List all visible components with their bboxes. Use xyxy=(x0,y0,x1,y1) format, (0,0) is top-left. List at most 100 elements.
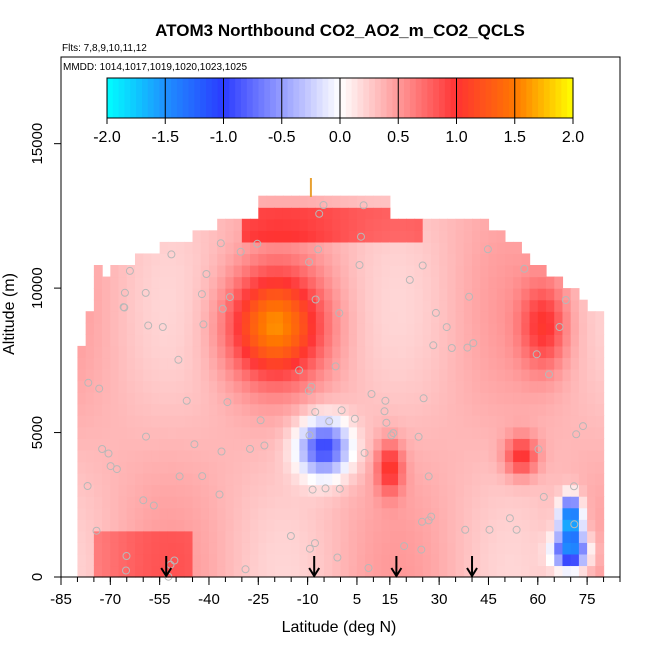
heatmap-cell xyxy=(430,276,440,289)
heatmap-cell xyxy=(110,380,120,393)
colorbar-swatch xyxy=(374,78,382,118)
heatmap-cell xyxy=(381,542,391,555)
x-tick-label: 75 xyxy=(579,591,596,608)
heatmap-cell xyxy=(176,357,185,370)
heatmap-cell xyxy=(258,496,268,509)
heatmap-cell xyxy=(134,519,144,532)
heatmap-cell xyxy=(208,553,218,567)
heatmap-cell xyxy=(373,276,383,289)
sample-point xyxy=(545,370,553,379)
heatmap-cell xyxy=(200,449,210,463)
heatmap-cell xyxy=(208,392,218,405)
heatmap-cell xyxy=(554,276,564,289)
heatmap-cell xyxy=(134,426,144,439)
heatmap-cell xyxy=(463,334,473,347)
heatmap-cell xyxy=(118,484,128,497)
heatmap-cell xyxy=(546,484,555,497)
heatmap-cell xyxy=(282,253,292,266)
heatmap-cell xyxy=(192,369,202,382)
heatmap-cell xyxy=(102,426,111,439)
heatmap-cell xyxy=(398,334,407,347)
heatmap-cell xyxy=(348,519,358,532)
heatmap-cell xyxy=(439,311,448,324)
heatmap-cell xyxy=(529,357,539,370)
heatmap-cell xyxy=(315,449,325,463)
heatmap-cell xyxy=(356,265,366,278)
heatmap-cell xyxy=(93,519,103,532)
heatmap-cell xyxy=(504,403,514,416)
heatmap-cell xyxy=(398,230,407,243)
heatmap-cell xyxy=(332,565,342,578)
sample-point xyxy=(122,566,130,575)
heatmap-cell xyxy=(340,473,350,486)
heatmap-cell xyxy=(208,496,218,509)
heatmap-cell xyxy=(299,461,309,474)
heatmap-cell xyxy=(266,484,276,497)
heatmap-cell xyxy=(324,207,333,220)
heatmap-cell xyxy=(389,530,399,543)
heatmap-cell xyxy=(373,207,383,220)
heatmap-cell xyxy=(480,380,490,393)
heatmap-cell xyxy=(258,265,268,278)
heatmap-cell xyxy=(208,507,218,520)
heatmap-cell xyxy=(85,392,95,405)
heatmap-cell xyxy=(324,253,333,266)
heatmap-cell xyxy=(447,218,457,231)
colorbar-swatch xyxy=(264,78,271,118)
heatmap-cell xyxy=(422,265,432,278)
heatmap-cell xyxy=(546,530,555,543)
heatmap-cell xyxy=(225,553,235,567)
heatmap-cell xyxy=(241,438,251,451)
heatmap-cell xyxy=(537,392,547,405)
heatmap-cell xyxy=(389,438,399,451)
sample-point xyxy=(463,343,472,352)
heatmap-cell xyxy=(365,322,374,335)
heatmap-cell xyxy=(439,253,448,266)
heatmap-cell xyxy=(200,507,210,520)
heatmap-cell xyxy=(85,542,95,555)
heatmap-cell xyxy=(521,565,531,578)
heatmap-cell xyxy=(578,565,588,578)
heatmap-cell xyxy=(299,473,309,486)
heatmap-cell xyxy=(266,322,276,335)
sample-point xyxy=(158,323,167,331)
heatmap-cell xyxy=(118,276,128,289)
heatmap-cell xyxy=(208,449,218,463)
heatmap-cell xyxy=(406,461,416,474)
heatmap-cell xyxy=(167,415,177,428)
heatmap-cell xyxy=(488,565,498,578)
heatmap-cell xyxy=(176,299,185,312)
heatmap-cell xyxy=(282,415,292,428)
heatmap-cell xyxy=(439,565,448,578)
sample-point xyxy=(125,266,134,275)
heatmap-cell xyxy=(143,265,153,278)
heatmap-cell xyxy=(529,496,539,509)
heatmap-cell xyxy=(595,553,605,567)
colorbar-swatch xyxy=(334,78,341,118)
heatmap-cell xyxy=(340,415,350,428)
heatmap-cell xyxy=(250,369,259,382)
heatmap-cell xyxy=(463,299,473,312)
heatmap-cell xyxy=(266,403,276,416)
heatmap-cell xyxy=(430,322,440,335)
heatmap-cell xyxy=(373,334,383,347)
heatmap-cell xyxy=(570,403,580,416)
heatmap-cell xyxy=(77,392,87,405)
heatmap-cell xyxy=(472,461,481,474)
heatmap-cell xyxy=(537,403,547,416)
heatmap-cell xyxy=(332,345,342,359)
heatmap-cell xyxy=(356,473,366,486)
heatmap-cell xyxy=(291,392,300,405)
heatmap-cell xyxy=(455,218,465,231)
heatmap-cell xyxy=(217,449,227,463)
colorbar-swatch xyxy=(433,78,440,118)
heatmap-cell xyxy=(217,426,227,439)
heatmap-cell xyxy=(521,380,531,393)
heatmap-cell xyxy=(250,426,259,439)
heatmap-cell xyxy=(200,380,210,393)
heatmap-cell xyxy=(406,519,416,532)
heatmap-cell xyxy=(356,207,366,220)
heatmap-cell xyxy=(324,438,333,451)
heatmap-cell xyxy=(315,565,325,578)
heatmap-cell xyxy=(151,507,161,520)
